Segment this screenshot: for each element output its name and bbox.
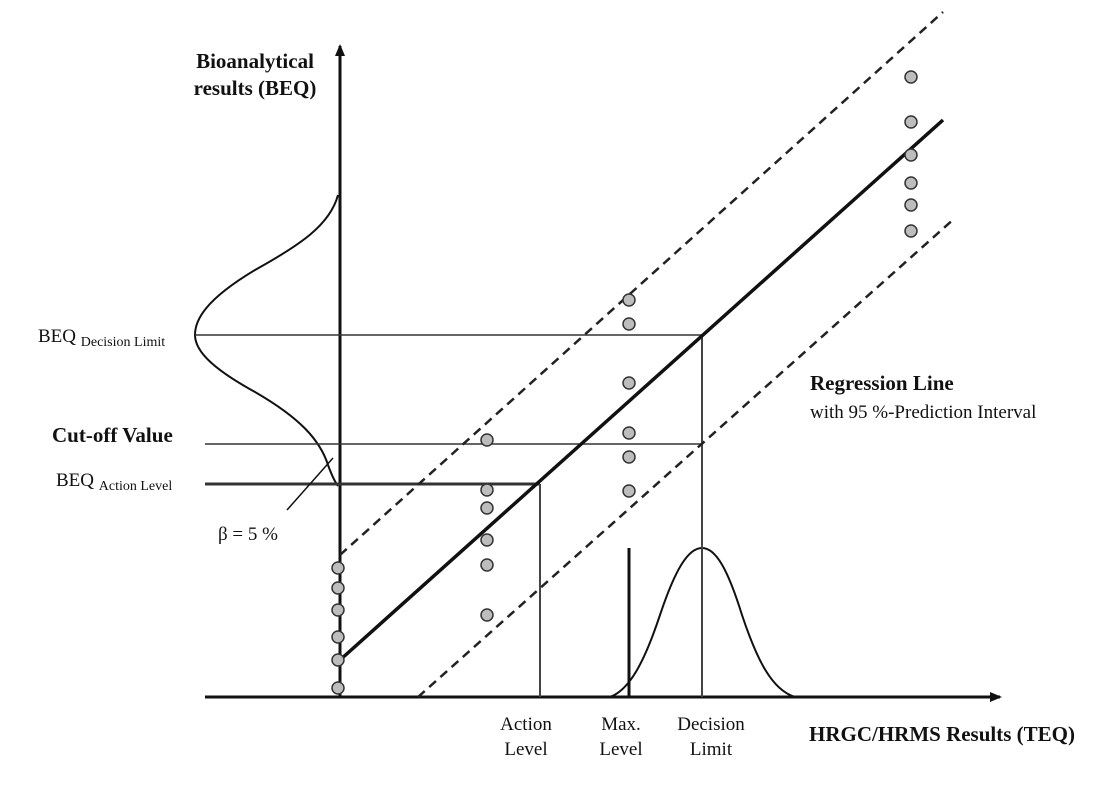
action-level-label-line2: Level — [504, 739, 547, 760]
cut-off-value-label: Cut-off Value — [52, 423, 173, 447]
data-point — [480, 608, 494, 622]
upper-prediction-bound — [339, 11, 944, 556]
data-point — [480, 433, 494, 447]
beq-decision-limit-main: BEQ — [38, 326, 76, 347]
beq-distribution-curve — [193, 194, 339, 487]
beq-action-level-label: BEQ Action Level — [56, 470, 172, 494]
beq-action-level-main: BEQ — [56, 470, 94, 491]
decision-limit-label-line1: Decision — [677, 714, 745, 735]
regression-line-subtitle: with 95 %-Prediction Interval — [810, 402, 1036, 423]
y-axis-title-line2: results (BEQ) — [194, 76, 317, 100]
lower-prediction-bound — [417, 217, 956, 698]
decision-limit-label-line2: Limit — [690, 739, 733, 760]
data-point — [904, 224, 918, 238]
data-point — [331, 630, 345, 644]
data-point — [480, 483, 494, 497]
beq-action-level-sub: Action Level — [99, 479, 173, 494]
beq-decision-limit-sub: Decision Limit — [81, 335, 165, 350]
data-points — [331, 70, 918, 695]
beta-pointer — [286, 457, 334, 511]
data-point — [331, 581, 345, 595]
data-point — [622, 450, 636, 464]
data-point — [622, 293, 636, 307]
x-axis-title: HRGC/HRMS Results (TEQ) — [809, 722, 1075, 746]
regression-line — [338, 118, 945, 662]
data-point — [480, 533, 494, 547]
data-point — [622, 376, 636, 390]
data-point — [904, 115, 918, 129]
action-level-label-line1: Action — [500, 714, 552, 735]
regression-line-title: Regression Line — [810, 371, 954, 395]
data-point — [480, 501, 494, 515]
data-point — [480, 558, 494, 572]
max-level-label-line2: Level — [599, 739, 642, 760]
y-axis-title-line1: Bioanalytical — [196, 49, 314, 73]
max-level-label-line1: Max. — [601, 714, 641, 735]
beta-label: β = 5 % — [218, 524, 278, 545]
data-point — [904, 70, 918, 84]
data-point — [622, 484, 636, 498]
data-point — [904, 198, 918, 212]
data-point — [331, 681, 345, 695]
data-point — [331, 561, 345, 575]
data-point — [622, 426, 636, 440]
data-point — [904, 176, 918, 190]
data-point — [622, 317, 636, 331]
data-point — [331, 603, 345, 617]
beq-decision-limit-label: BEQ Decision Limit — [38, 326, 165, 350]
data-point — [904, 148, 918, 162]
data-point — [331, 653, 345, 667]
